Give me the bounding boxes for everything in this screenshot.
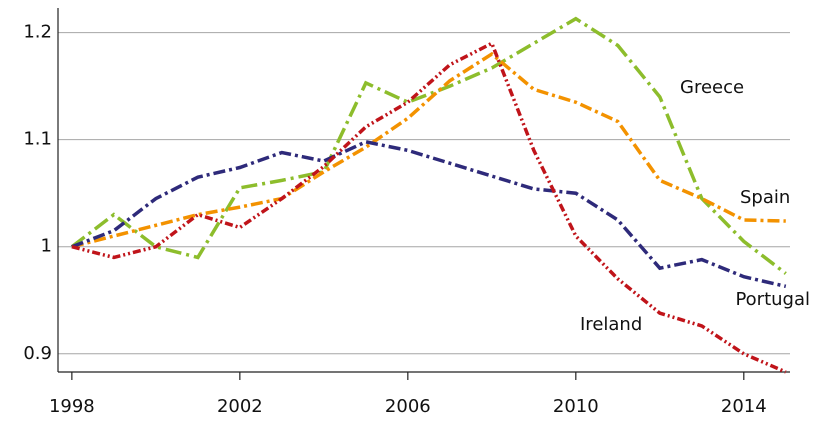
x-tick-label: 2002 <box>217 396 263 417</box>
y-tick-label: 1 <box>41 236 52 257</box>
x-tick-label: 2006 <box>385 396 431 417</box>
y-tick-label: 0.9 <box>23 343 52 364</box>
series-line <box>70 16 787 275</box>
series-label: Ireland <box>580 314 642 335</box>
series-line <box>71 40 787 374</box>
series-label: Spain <box>740 187 790 208</box>
series-label: Portugal <box>735 289 810 310</box>
series-line <box>71 51 786 249</box>
y-tick-label: 1.1 <box>23 129 52 150</box>
y-tick-label: 1.2 <box>23 22 52 43</box>
x-tick-label: 2010 <box>553 396 599 417</box>
series-label: Greece <box>680 77 744 98</box>
x-tick-label: 2014 <box>721 396 767 417</box>
x-tick-label: 1998 <box>49 396 95 417</box>
series-line <box>71 139 787 289</box>
